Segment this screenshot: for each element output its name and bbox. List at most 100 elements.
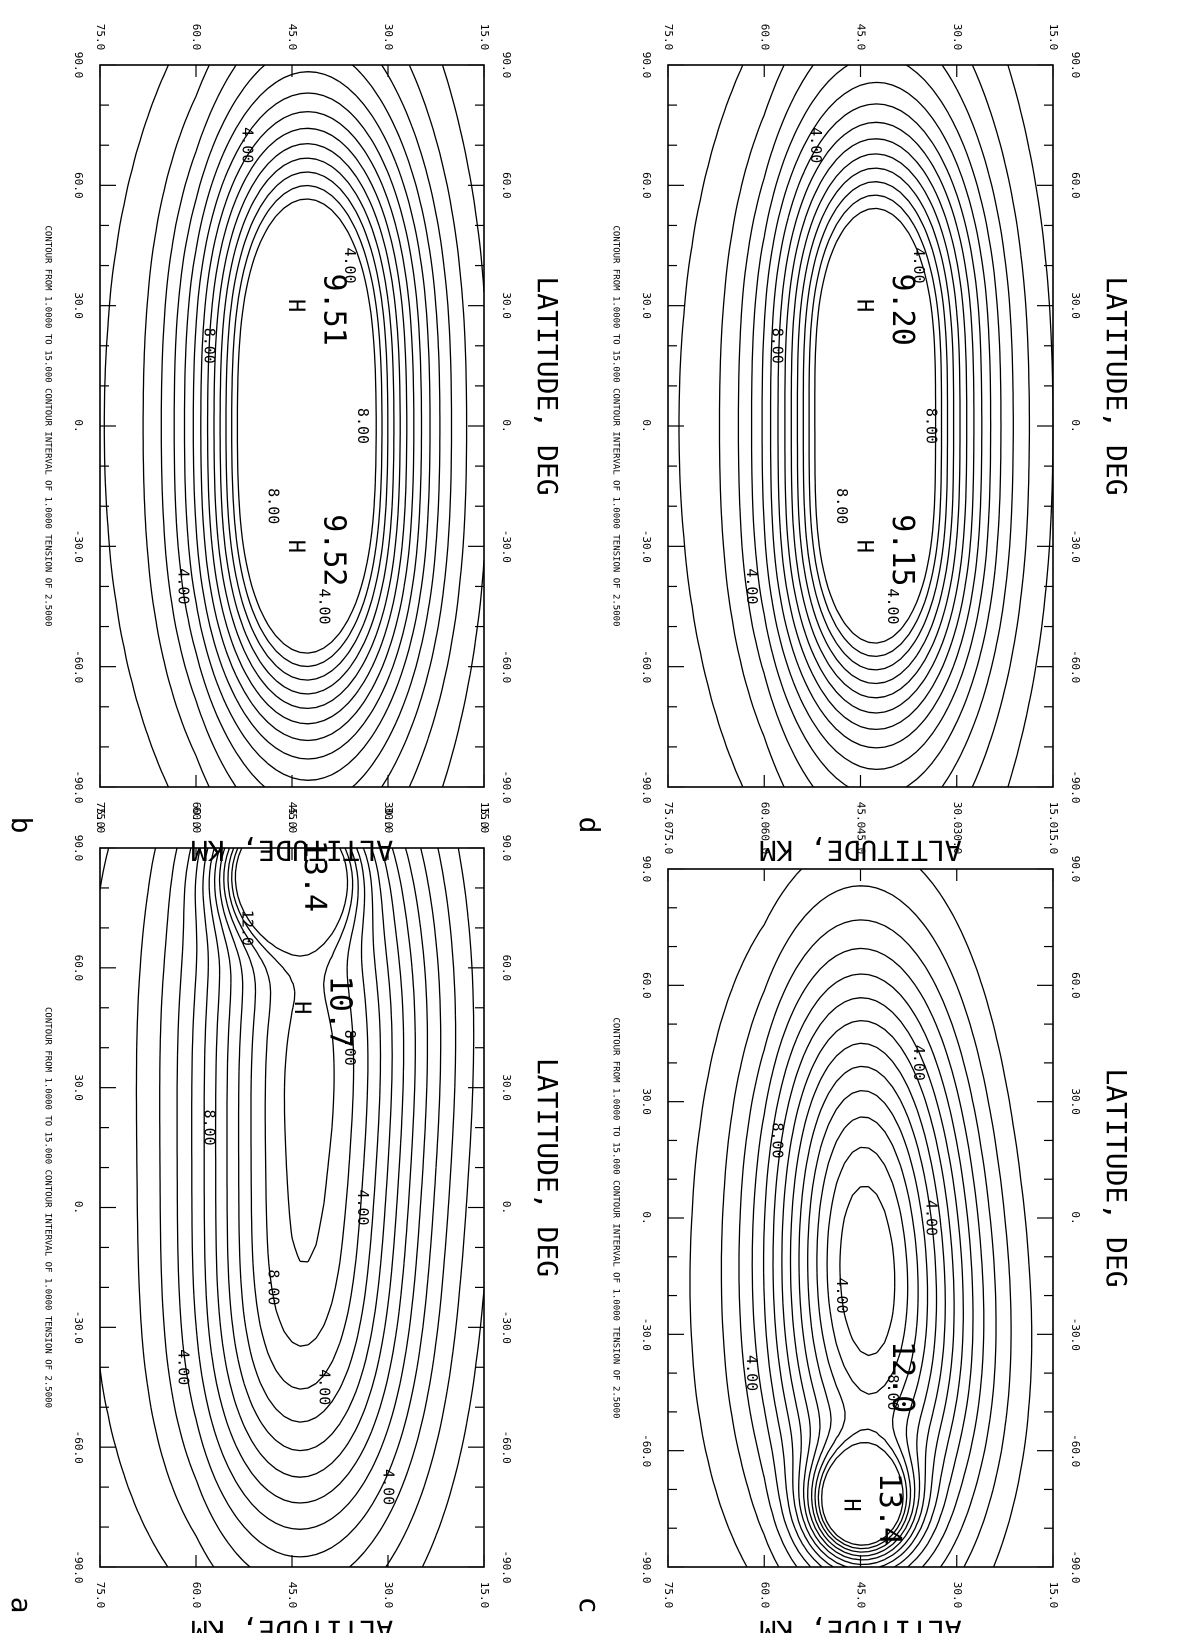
contour-line-7 [781,1019,955,1568]
peak-label: 9.20 [885,274,920,346]
alt-tick-label: 60.0 [758,1582,771,1609]
contour-line-12 [817,1146,909,1550]
contour-header: CONTOUR FROM 1.0000 TO 15.000 CONTOUR IN… [611,226,621,627]
contour-label: 8.00 [200,1110,218,1146]
panel-a: H 10.7 13.4 4.00 8.00 8.00 4.00 8.00 4.00 12.0 4.0… [5,807,564,1633]
alt-tick-label: 60.0 [190,802,203,829]
lat-tick-label: -60.0 [1069,1434,1082,1467]
contour-label: 4.00 [354,1189,372,1225]
alt-tick-label: 45.0 [855,1582,868,1609]
contour-line-7 [777,121,975,731]
contour-line-1 [678,64,1054,788]
lat-tick-label: 0. [72,1201,85,1214]
panel-letter: c [573,1597,606,1614]
contour-line-13 [236,198,377,654]
lat-tick-label: -60.0 [1069,650,1082,683]
contour-header: CONTOUR FROM 1.0000 TO 15.000 CONTOUR IN… [43,226,53,627]
alt-tick-label: 75.0 [662,1582,675,1609]
xlabel: LATITUDE, DEG [531,1058,564,1277]
alt-tick-label: 45.0 [855,24,868,51]
ylabel: ALTITUDE, KM [759,834,961,867]
panel-b: H 9.52H 9.514.008.008.004.004.008.004.00-9… [5,24,564,867]
panel-letter: d [573,817,606,834]
contour-line-6 [772,997,964,1568]
contour-line-11 [802,181,949,671]
lat-tick-label: -90.0 [72,770,85,803]
alt-tick-label: 30.0 [951,1582,964,1609]
lat-tick-label: -30.0 [640,530,653,563]
contour-line-9 [218,847,382,1423]
alt-tick-label: 60.0 [190,24,203,51]
contour-line-2 [720,885,1012,1568]
contour-line-11 [227,847,359,1347]
alt-tick-label: 30.0 [382,807,395,834]
lat-tick-label: -30.0 [72,1311,85,1344]
contour-label: 4.00 [923,1200,941,1236]
contour-header: CONTOUR FROM 1.0000 TO 15.000 CONTOUR IN… [611,1018,621,1419]
lat-tick-label: 30.0 [1069,1088,1082,1115]
contour-line-6 [192,92,423,760]
alt-tick-label: 45.0 [855,802,868,829]
contour-label: 8.00 [833,488,851,524]
contour-line-5 [761,81,992,771]
peak-label: 9.51 [316,274,351,346]
contour-label: 4.00 [807,127,825,163]
lat-tick-label: 60.0 [640,172,653,199]
alt-tick-label: 75.0 [662,802,675,829]
ylabel: ALTITUDE, KM [191,834,393,867]
contour-line-12 [231,847,354,1263]
contour-line-4 [751,947,985,1568]
alt-tick-label: 15.0 [478,807,491,834]
high-marker: H [289,1001,314,1014]
contour-line-2 [718,64,1031,788]
contour-label: 4.00 [239,127,257,163]
contour-header: CONTOUR FROM 1.0000 TO 15.000 CONTOUR IN… [43,1007,53,1408]
lat-tick-label: 30.0 [72,1074,85,1101]
lat-tick-label: 60.0 [1069,972,1082,999]
contour-label: 8.00 [264,1269,282,1305]
lat-tick-label: 0. [500,419,513,432]
lat-tick-label: -30.0 [72,530,85,563]
alt-tick-label: 45.0 [286,807,299,834]
lat-tick-label: -60.0 [640,1434,653,1467]
high-marker: H [839,1498,864,1511]
contour-label: 4.00 [884,588,902,624]
contour-line-4 [750,64,1002,788]
alt-tick-label: 15.0 [478,24,491,51]
lat-tick-label: 60.0 [500,955,513,982]
contour-label: 8.00 [200,328,218,364]
contour-line-9 [213,142,401,710]
contour-line-4 [173,64,441,788]
panel-d: H 9.15H 9.204.008.008.004.004.008.004.00-9… [573,24,1133,867]
alt-tick-label: 45.0 [286,24,299,51]
contour-line-3 [160,64,453,788]
panel-c: H 13.4 12.0 4.00 8.00 4.00 8.00 4.00 4.00 -90.0 -9… [573,828,1133,1633]
contour-line-12 [231,184,383,668]
contour-line-1 [103,64,485,788]
contour-line-1 [689,868,1033,1568]
contour-label: 4.00 [316,1369,334,1405]
contour-line-8 [206,127,408,725]
alt-tick-label: 30.0 [951,802,964,829]
contour-label: 8.00 [769,328,787,364]
contour-line-11 [225,171,389,681]
lat-tick-label: 30.0 [500,292,513,319]
contour-line-10 [223,847,369,1390]
lat-tick-label: 0. [1069,419,1082,432]
lat-tick-label: 30.0 [72,292,85,319]
alt-tick-label: 75.0 [662,24,675,51]
contour-line-9 [790,153,961,699]
alt-tick-label: 75.0 [662,828,675,855]
contour-label: 4.00 [910,1045,928,1081]
contour-line-12 [808,194,943,658]
lat-tick-label: 60.0 [640,972,653,999]
alt-tick-label: 75.0 [94,807,107,834]
lat-tick-label: 90.0 [72,835,85,862]
lat-tick-label: 60.0 [500,172,513,199]
contour-label: 4.00 [380,1469,398,1505]
lat-tick-label: 90.0 [500,835,513,862]
contour-label: 4.00 [833,1277,851,1313]
peak-label: 10.7 [323,976,358,1048]
lat-tick-label: -30.0 [1069,530,1082,563]
alt-tick-label: 60.0 [758,24,771,51]
